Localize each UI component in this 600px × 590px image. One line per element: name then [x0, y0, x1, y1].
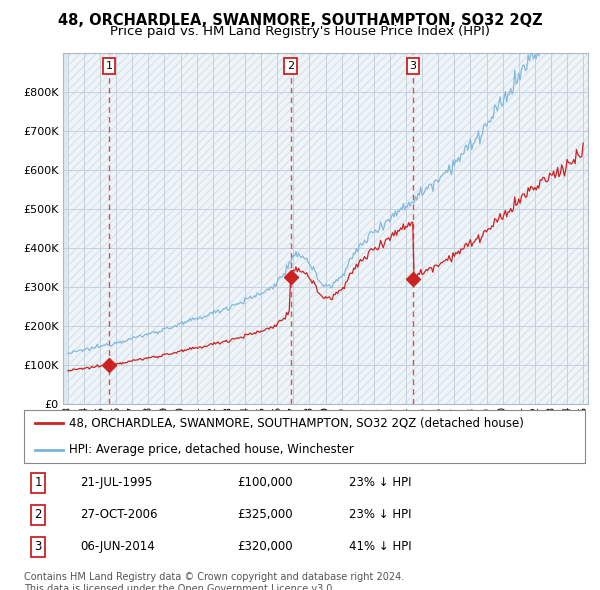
Text: 21-JUL-1995: 21-JUL-1995 [80, 476, 152, 489]
Text: 48, ORCHARDLEA, SWANMORE, SOUTHAMPTON, SO32 2QZ: 48, ORCHARDLEA, SWANMORE, SOUTHAMPTON, S… [58, 13, 542, 28]
Text: 2: 2 [34, 508, 42, 522]
FancyBboxPatch shape [24, 410, 585, 463]
Text: 27-OCT-2006: 27-OCT-2006 [80, 508, 158, 522]
Text: £100,000: £100,000 [237, 476, 293, 489]
Text: Price paid vs. HM Land Registry's House Price Index (HPI): Price paid vs. HM Land Registry's House … [110, 25, 490, 38]
Text: 1: 1 [34, 476, 42, 489]
Text: 23% ↓ HPI: 23% ↓ HPI [349, 476, 412, 489]
Text: 06-JUN-2014: 06-JUN-2014 [80, 540, 155, 553]
Text: 41% ↓ HPI: 41% ↓ HPI [349, 540, 412, 553]
Text: HPI: Average price, detached house, Winchester: HPI: Average price, detached house, Winc… [69, 443, 353, 457]
Text: £320,000: £320,000 [237, 540, 293, 553]
Text: Contains HM Land Registry data © Crown copyright and database right 2024.
This d: Contains HM Land Registry data © Crown c… [24, 572, 404, 590]
Text: £325,000: £325,000 [237, 508, 293, 522]
Text: 2: 2 [287, 61, 294, 71]
Text: 3: 3 [409, 61, 416, 71]
Text: 1: 1 [106, 61, 112, 71]
Text: 48, ORCHARDLEA, SWANMORE, SOUTHAMPTON, SO32 2QZ (detached house): 48, ORCHARDLEA, SWANMORE, SOUTHAMPTON, S… [69, 417, 524, 430]
Text: 3: 3 [34, 540, 42, 553]
Text: 23% ↓ HPI: 23% ↓ HPI [349, 508, 412, 522]
